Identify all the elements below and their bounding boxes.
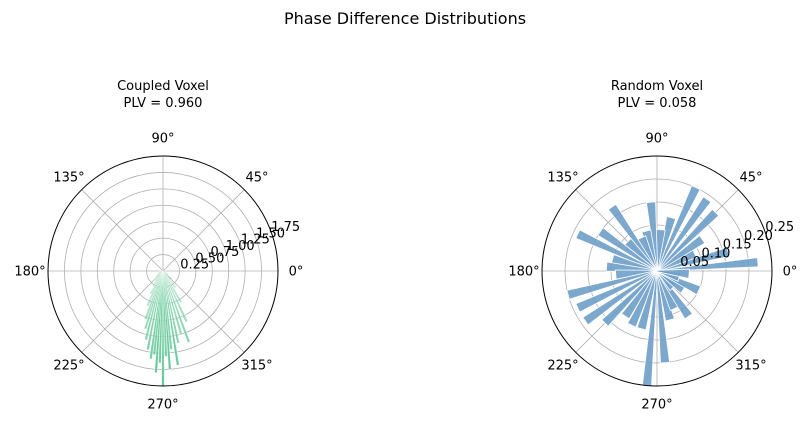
coupled-angle-label-315: 315° xyxy=(241,359,272,374)
coupled-angle-label-0: 0° xyxy=(289,265,304,280)
phase-bar xyxy=(162,270,167,274)
coupled-chart-title-line1: Coupled Voxel xyxy=(117,79,209,94)
coupled-angle-label-180: 180° xyxy=(14,265,45,280)
coupled-voxel-chart: Coupled Voxel PLV = 0.960 0° 45° 90° 135… xyxy=(14,79,303,413)
coupled-radial-label: 1.00 xyxy=(226,239,255,254)
coupled-radial-label: 1.25 xyxy=(241,233,270,248)
figure-title: Phase Difference Distributions xyxy=(284,9,526,28)
random-radial-label: 0.20 xyxy=(744,229,773,244)
angular-gridline xyxy=(162,270,245,353)
random-polar-frame xyxy=(541,155,773,387)
coupled-angle-labels: 0° 45° 90° 135° 180° 225° 270° 315° xyxy=(14,132,303,413)
coupled-radial-label: 0.25 xyxy=(180,258,209,273)
coupled-angle-label-45: 45° xyxy=(245,171,268,186)
angular-gridline xyxy=(162,189,245,272)
random-angle-label-0: 0° xyxy=(783,265,798,280)
random-angle-label-315: 315° xyxy=(735,359,766,374)
coupled-radial-label: 0.50 xyxy=(195,251,224,266)
random-angle-labels: 0° 45° 90° 135° 180° 225° 270° 315° xyxy=(508,132,797,413)
random-angle-label-90: 90° xyxy=(645,132,668,147)
coupled-angle-label-135: 135° xyxy=(53,171,84,186)
coupled-chart-title-line2: PLV = 0.960 xyxy=(124,96,203,111)
random-angle-label-270: 270° xyxy=(641,398,672,413)
random-angle-label-45: 45° xyxy=(739,171,762,186)
angular-gridline xyxy=(81,270,164,353)
random-chart-title-line2: PLV = 0.058 xyxy=(618,96,697,111)
coupled-radial-label: 1.50 xyxy=(256,226,285,241)
random-radial-label: 0.25 xyxy=(765,220,794,235)
coupled-angle-label-270: 270° xyxy=(147,398,178,413)
random-angle-label-225: 225° xyxy=(547,359,578,374)
random-voxel-chart: Random Voxel PLV = 0.058 0° 45° 90° 135°… xyxy=(508,79,797,413)
random-angle-label-180: 180° xyxy=(508,265,539,280)
coupled-polar-frame xyxy=(47,155,279,387)
random-radial-label: 0.05 xyxy=(680,255,709,270)
coupled-angle-label-90: 90° xyxy=(151,132,174,147)
random-bars xyxy=(566,185,759,387)
random-radial-label: 0.10 xyxy=(702,246,731,261)
random-radial-label: 0.15 xyxy=(723,238,752,253)
coupled-radial-labels: 0.25 0.50 0.75 1.00 1.25 1.50 1.75 xyxy=(180,220,300,273)
coupled-bars xyxy=(143,269,191,387)
random-angle-label-135: 135° xyxy=(547,171,578,186)
random-radial-labels: 0.05 0.10 0.15 0.20 0.25 xyxy=(680,220,794,270)
coupled-radial-label: 1.75 xyxy=(271,220,300,235)
coupled-angle-label-225: 225° xyxy=(53,359,84,374)
random-chart-title-line1: Random Voxel xyxy=(611,79,703,94)
angular-gridline xyxy=(81,189,164,272)
phase-bar xyxy=(656,268,690,279)
coupled-radial-label: 0.75 xyxy=(211,245,240,260)
